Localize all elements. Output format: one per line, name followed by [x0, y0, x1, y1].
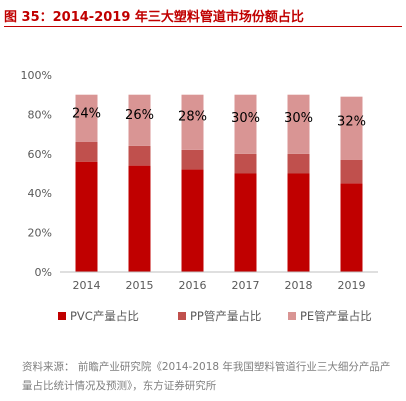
bar-segment [181, 149, 204, 170]
source-note: 资料来源： 前瞻产业研究院《2014-2018 年我国塑料管道行业三大细分产品产… [22, 361, 391, 392]
y-tick-label: 60% [28, 148, 52, 161]
legend-swatch [178, 312, 186, 320]
bar-segment [287, 173, 310, 272]
legend-label: PVC产量占比 [70, 309, 139, 323]
bar-segment [234, 153, 257, 174]
legend-label: PE管产量占比 [300, 309, 372, 323]
title-underline [4, 26, 402, 27]
bar-segment [287, 94, 310, 154]
bar-segment [181, 169, 204, 272]
bar-segment [287, 153, 310, 174]
legend-swatch [58, 312, 66, 320]
bar-segment [128, 94, 151, 146]
bar-segment [340, 183, 363, 272]
chart-title: 图 35：2014-2019 年三大塑料管道市场份额占比 [4, 10, 304, 25]
bar-segment [128, 145, 151, 166]
bar-segment [181, 94, 204, 150]
y-tick-label: 20% [28, 227, 52, 240]
stacked-bar-chart: 0% 20% 40% 60% 80% 100% 24% 2014 26% 2015 28% 2016 3… [21, 69, 378, 323]
legend-label: PP管产量占比 [190, 309, 261, 323]
x-tick-label: 2018 [285, 279, 313, 292]
bar-segment [128, 165, 151, 272]
bar-segment [340, 96, 363, 160]
bar-segment [75, 94, 98, 142]
x-tick-label: 2016 [179, 279, 207, 292]
x-tick-label: 2015 [126, 279, 154, 292]
legend-swatch [288, 312, 296, 320]
data-label: 28% [178, 110, 207, 125]
data-label: 32% [337, 115, 366, 130]
y-tick-label: 80% [28, 108, 52, 121]
bar-segment [234, 173, 257, 272]
x-tick-label: 2019 [338, 279, 366, 292]
y-tick-label: 0% [35, 266, 52, 279]
x-tick-label: 2017 [232, 279, 260, 292]
data-label: 30% [284, 111, 313, 126]
bar-segment [75, 141, 98, 162]
data-label: 30% [231, 111, 260, 126]
bar-segment [234, 94, 257, 154]
y-tick-label: 100% [21, 69, 52, 82]
data-label: 24% [72, 107, 101, 122]
data-label: 26% [125, 108, 154, 123]
bar-segment [340, 159, 363, 184]
x-tick-label: 2014 [73, 279, 101, 292]
bar-segment [75, 161, 98, 272]
y-tick-label: 40% [28, 187, 52, 200]
